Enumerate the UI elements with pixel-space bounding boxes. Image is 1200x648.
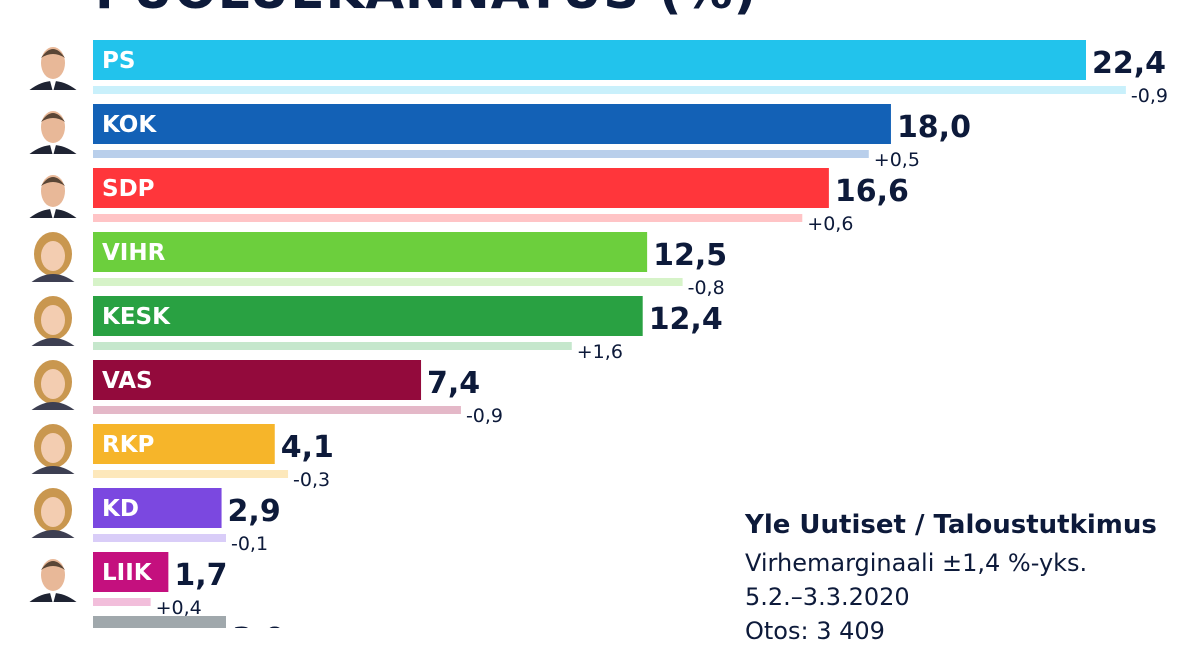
change-label: -0,3 (293, 469, 330, 491)
female-leader-avatar (31, 424, 75, 474)
party-label: VIHR (102, 240, 166, 266)
value-label: 1,7 (174, 558, 227, 593)
bar-vas (93, 360, 422, 400)
male-leader-avatar (29, 111, 77, 154)
bar-chart: PS 22,4 -0,9 KOK 18,0 +0,5 SDP 16,6 +0,6 VIHR 12,5… (29, 40, 1168, 628)
previous-bar (93, 86, 1126, 94)
bar-rkp (93, 424, 275, 464)
value-label: 2,9 (228, 494, 281, 529)
previous-bar (93, 598, 151, 606)
bar-liik (93, 552, 169, 592)
previous-bar (93, 278, 683, 286)
value-label: 4,1 (281, 430, 334, 465)
previous-bar (93, 534, 226, 542)
party-label: KD (102, 496, 139, 522)
bar-kesk (93, 296, 643, 336)
value-label: 12,4 (649, 302, 723, 337)
survey-period: 5.2.–3.3.2020 (745, 583, 910, 611)
bar-vihr (93, 232, 648, 272)
value-label: 12,5 (653, 238, 727, 273)
value-label: 18,0 (897, 110, 971, 145)
party-label: VAS (102, 368, 153, 394)
change-label: -0,8 (688, 277, 725, 299)
female-leader-avatar (31, 488, 75, 538)
party-label: LIIK (102, 560, 153, 586)
male-leader-avatar (29, 175, 77, 218)
chart-title: PUOLUEKANNATUS (%) (95, 0, 757, 20)
bar-ps (93, 40, 1086, 80)
source-block: Yle Uutiset / Taloustutkimus Virhemargin… (745, 510, 1157, 648)
value-label: 7,4 (427, 366, 480, 401)
change-label: +0,5 (874, 149, 920, 171)
previous-bar (93, 470, 289, 478)
party-label: KOK (102, 112, 157, 138)
previous-bar (93, 150, 869, 158)
bar-sdp (93, 168, 829, 208)
party-label: PS (102, 48, 135, 74)
bar-kd (93, 488, 222, 528)
previous-bar (93, 406, 461, 414)
error-margin: Virhemarginaali ±1,4 %-yks. (745, 549, 1088, 577)
previous-bar (93, 214, 803, 222)
sample-size: Otos: 3 409 (745, 617, 885, 645)
bar-kok (93, 104, 891, 144)
female-leader-avatar (31, 232, 75, 282)
value-label: 16,6 (835, 174, 909, 209)
change-label: -0,9 (1131, 85, 1168, 107)
change-label: -0,1 (231, 533, 268, 555)
party-label: RKP (102, 432, 154, 458)
change-label: +0,6 (807, 213, 853, 235)
female-leader-avatar (31, 360, 75, 410)
male-leader-avatar (29, 559, 77, 602)
bar-other (93, 616, 226, 628)
change-label: -0,9 (466, 405, 503, 427)
change-label: +1,6 (577, 341, 623, 363)
value-label: 22,4 (1092, 46, 1166, 81)
previous-bar (93, 342, 572, 350)
change-label: +0,4 (156, 597, 202, 619)
party-label: SDP (102, 176, 155, 202)
party-label: KESK (102, 304, 171, 330)
female-leader-avatar (31, 296, 75, 346)
value-label: 3,0 (232, 622, 285, 628)
source-title: Yle Uutiset / Taloustutkimus (745, 510, 1157, 540)
male-leader-avatar (29, 47, 77, 90)
